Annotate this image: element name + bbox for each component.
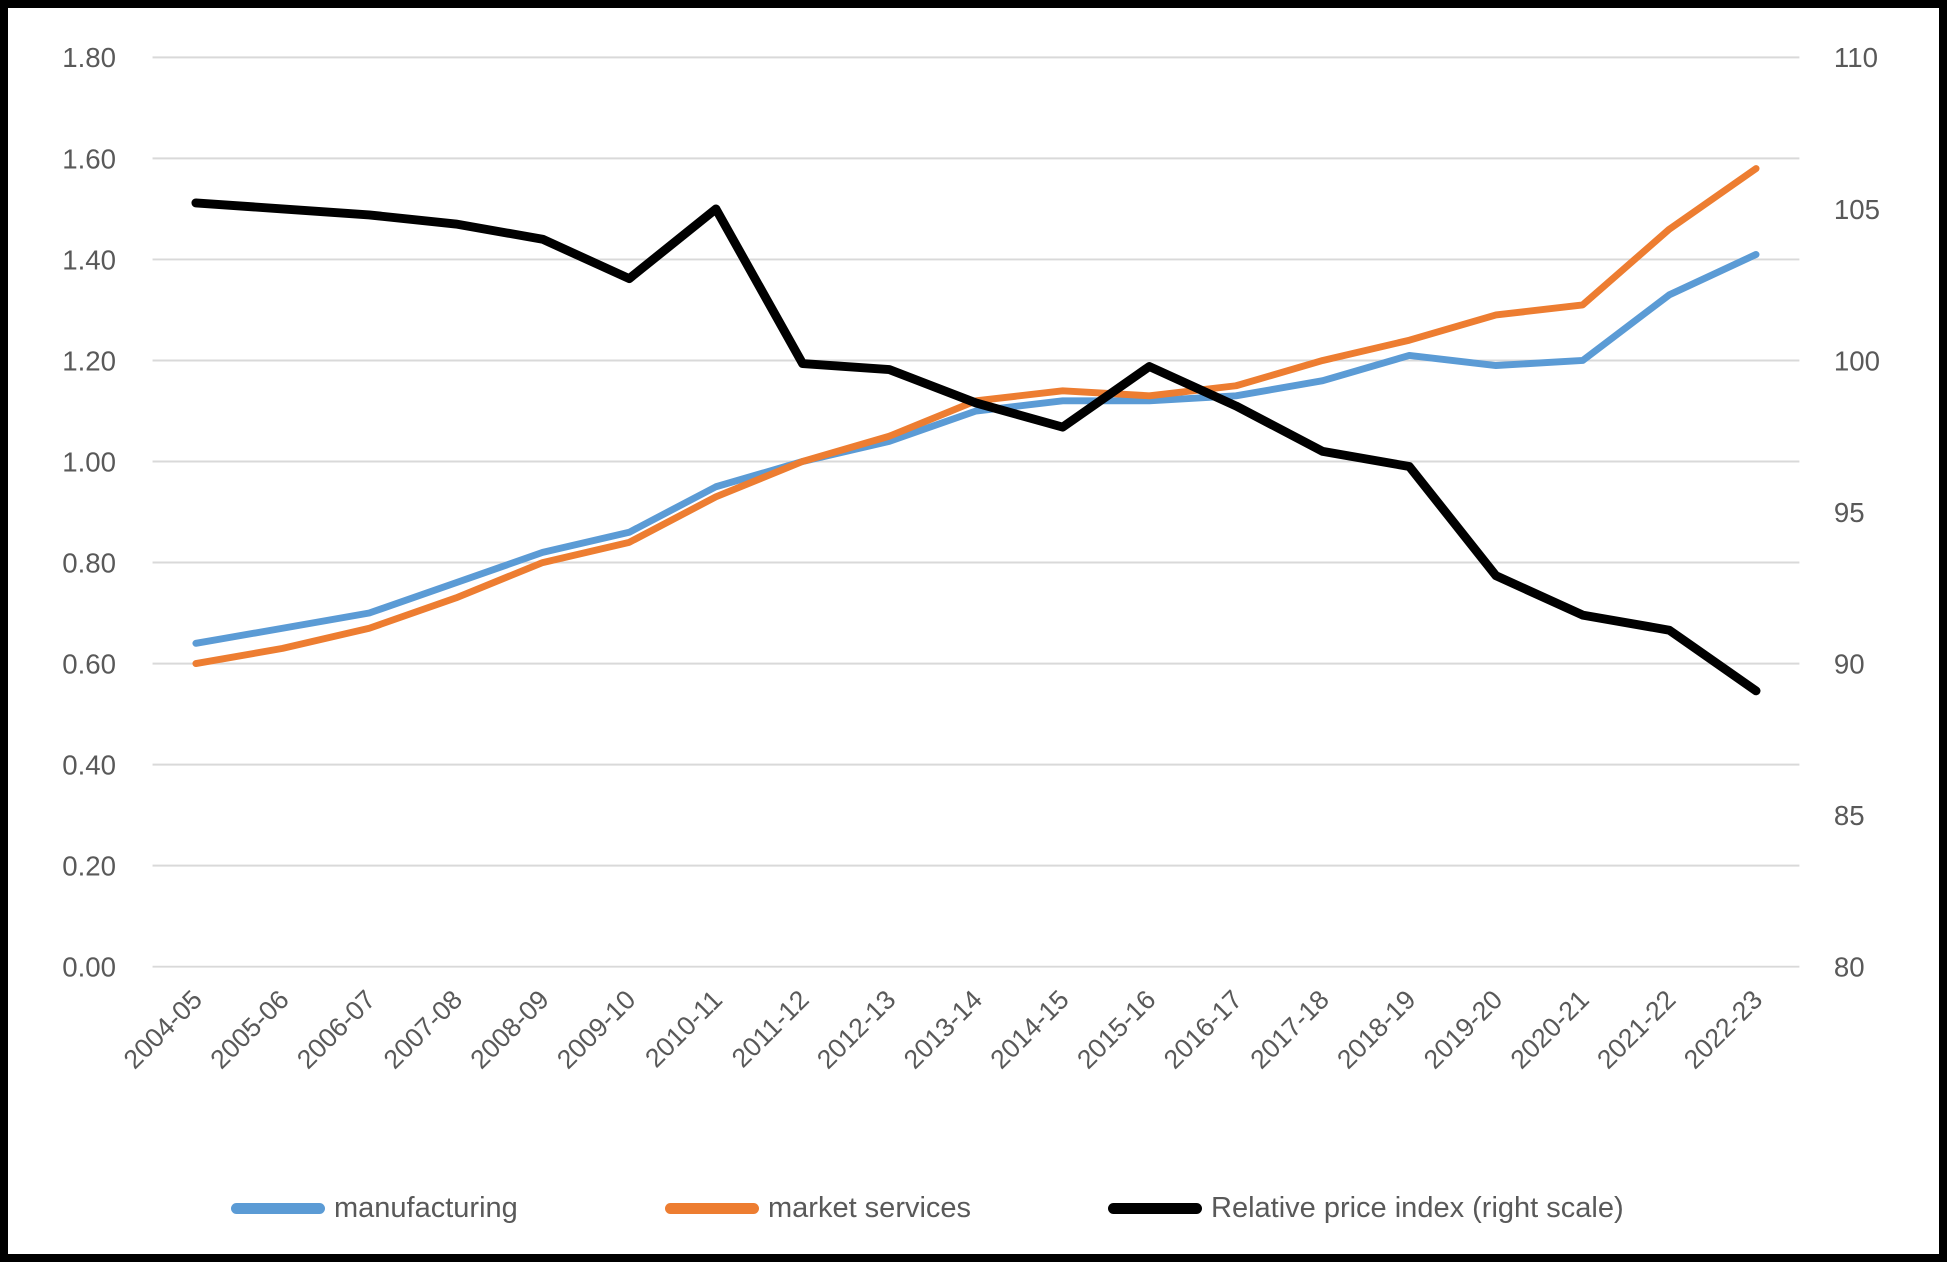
legend: manufacturing market services Relative pri…: [8, 1186, 1939, 1236]
legend-label: manufacturing: [334, 1191, 518, 1224]
legend-item: manufacturing: [231, 1186, 518, 1230]
y-axis-left-tick-label: 1.20: [62, 345, 116, 376]
x-axis-tick-label: 2004-05: [118, 984, 208, 1074]
x-axis-tick-label: 2006-07: [291, 984, 381, 1074]
x-axis-tick-label: 2016-17: [1158, 984, 1248, 1074]
legend-swatch-icon: [665, 1202, 759, 1214]
legend-label: market services: [768, 1191, 972, 1224]
series-line-manufacturing: [192, 250, 1760, 647]
legend-item: Relative price index (right scale): [1108, 1186, 1624, 1230]
y-axis-left-tick-label: 0.60: [62, 648, 116, 679]
legend-label: Relative price index (right scale): [1211, 1191, 1624, 1224]
x-axis-tick-labels: 2004-052005-062006-072007-082008-092009-…: [118, 984, 1769, 1074]
y-axis-right-tick-label: 110: [1834, 42, 1878, 73]
legend-item: market services: [665, 1186, 971, 1230]
x-axis-tick-label: 2008-09: [464, 984, 554, 1074]
y-axis-right-tick-label: 100: [1834, 345, 1880, 376]
y-axis-right-tick-label: 90: [1834, 648, 1865, 679]
x-axis-tick-label: 2014-15: [984, 984, 1074, 1074]
y-axis-left-tick-label: 1.40: [62, 244, 116, 275]
x-axis-tick-label: 2009-10: [551, 984, 641, 1074]
series-lines: [191, 165, 1761, 696]
legend-swatch-icon: [1108, 1202, 1202, 1214]
y-axis-right-tick-labels: 80 85 90 95 100 105 110: [1834, 42, 1880, 982]
x-axis-tick-label: 2010-11: [639, 984, 728, 1073]
y-axis-left-tick-label: 1.80: [62, 42, 116, 73]
x-axis-tick-label: 2013-14: [898, 984, 988, 1074]
y-axis-left-tick-label: 0.80: [62, 547, 116, 578]
y-axis-left-tick-label: 0.00: [62, 952, 116, 983]
x-axis-tick-label: 2015-16: [1071, 984, 1161, 1074]
y-axis-left-tick-label: 0.20: [62, 851, 116, 882]
x-axis-tick-label: 2011-12: [726, 984, 815, 1073]
x-axis-tick-label: 2022-23: [1678, 984, 1768, 1074]
y-axis-right-tick-label: 105: [1834, 194, 1880, 225]
series-line-relative-price-index-right-scale-: [191, 198, 1761, 696]
line-chart: 0.00 0.20 0.40 0.60 0.80 1.00 1.20 1.40 1.60 1.80…: [62, 42, 1880, 1074]
x-axis-tick-label: 2017-18: [1244, 984, 1334, 1074]
x-axis-tick-label: 2007-08: [378, 984, 468, 1074]
y-axis-left-tick-label: 0.40: [62, 749, 116, 780]
x-axis-tick-label: 2018-19: [1331, 984, 1421, 1074]
x-axis-tick-label: 2020-21: [1504, 984, 1594, 1074]
y-axis-right-tick-label: 95: [1834, 497, 1865, 528]
x-axis-tick-label: 2012-13: [811, 984, 901, 1074]
x-axis-tick-label: 2019-20: [1418, 984, 1508, 1074]
x-axis-tick-label: 2021-22: [1591, 984, 1681, 1074]
y-axis-left-tick-label: 1.60: [62, 143, 116, 174]
x-axis-tick-label: 2005-06: [204, 984, 294, 1074]
y-axis-left-tick-labels: 0.00 0.20 0.40 0.60 0.80 1.00 1.20 1.40 1.60 1.80: [62, 42, 116, 982]
legend-swatch-icon: [231, 1202, 325, 1214]
gridlines: [152, 56, 1800, 968]
y-axis-right-tick-label: 80: [1834, 952, 1865, 983]
y-axis-left-tick-label: 1.00: [62, 446, 116, 477]
y-axis-right-tick-label: 85: [1834, 800, 1865, 831]
